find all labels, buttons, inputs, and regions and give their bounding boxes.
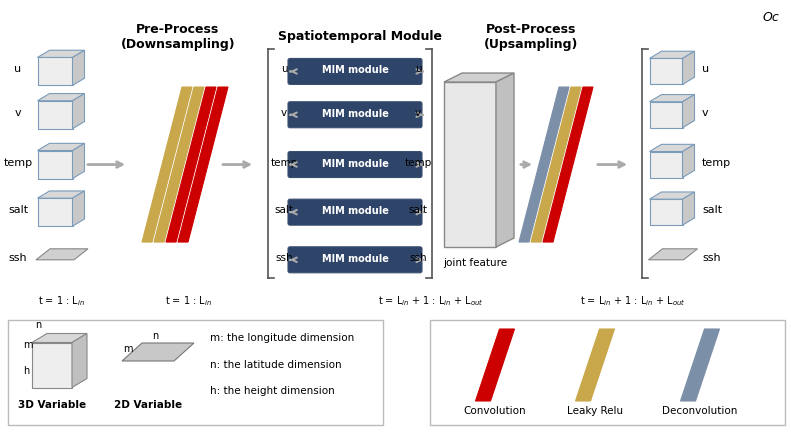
Polygon shape [649, 94, 694, 102]
Text: m: m [123, 344, 133, 354]
Polygon shape [73, 50, 85, 85]
Polygon shape [73, 191, 85, 226]
Text: MIM module: MIM module [322, 158, 388, 168]
Polygon shape [649, 192, 694, 199]
Text: h: the height dimension: h: the height dimension [210, 386, 335, 396]
Text: salt: salt [8, 205, 28, 215]
Text: m: the longitude dimension: m: the longitude dimension [210, 333, 354, 343]
Polygon shape [680, 329, 720, 401]
Polygon shape [142, 87, 192, 242]
Text: u: u [414, 65, 422, 74]
Polygon shape [444, 82, 496, 247]
Text: MIM module: MIM module [322, 65, 388, 75]
Text: MIM module: MIM module [322, 109, 388, 119]
Polygon shape [37, 143, 85, 151]
Text: n: n [152, 331, 158, 341]
Text: MIM module: MIM module [322, 206, 388, 216]
Polygon shape [154, 87, 204, 242]
Polygon shape [122, 343, 194, 361]
Polygon shape [683, 192, 694, 225]
Text: ssh: ssh [275, 253, 293, 263]
Text: 2D Variable: 2D Variable [114, 400, 182, 410]
Text: Convolution: Convolution [464, 406, 526, 416]
Text: Deconvolution: Deconvolution [662, 406, 738, 416]
Text: ssh: ssh [409, 253, 427, 263]
Text: m: m [23, 340, 32, 350]
FancyBboxPatch shape [288, 102, 422, 128]
Text: temp: temp [3, 158, 32, 168]
Polygon shape [649, 51, 694, 58]
Text: salt: salt [274, 205, 293, 215]
Polygon shape [37, 101, 73, 129]
Polygon shape [683, 94, 694, 128]
Polygon shape [73, 143, 85, 178]
Text: v: v [702, 108, 709, 118]
Polygon shape [36, 249, 88, 260]
Polygon shape [73, 94, 85, 129]
Text: h: h [23, 366, 29, 376]
Text: t = L$_{in}$ + 1 : L$_{in}$ + L$_{out}$: t = L$_{in}$ + 1 : L$_{in}$ + L$_{out}$ [580, 294, 686, 308]
Polygon shape [178, 87, 228, 242]
Text: v: v [281, 108, 287, 118]
Text: u: u [281, 65, 287, 74]
Polygon shape [649, 144, 694, 152]
Polygon shape [166, 87, 216, 242]
Text: n: the latitude dimension: n: the latitude dimension [210, 360, 342, 370]
Polygon shape [543, 87, 593, 242]
Text: t = 1 : L$_{in}$: t = 1 : L$_{in}$ [38, 294, 85, 308]
FancyBboxPatch shape [430, 320, 785, 425]
Text: temp: temp [702, 158, 731, 168]
Polygon shape [649, 199, 683, 225]
Polygon shape [649, 102, 683, 128]
Polygon shape [32, 343, 72, 388]
Text: n: n [35, 320, 41, 330]
Polygon shape [475, 329, 514, 401]
Polygon shape [37, 50, 85, 58]
Text: v: v [415, 108, 421, 118]
Text: u: u [702, 65, 709, 74]
Polygon shape [531, 87, 581, 242]
Text: salt: salt [408, 205, 427, 215]
Polygon shape [72, 333, 87, 388]
Polygon shape [649, 58, 683, 84]
Text: u: u [14, 65, 21, 74]
Text: Pre-Process
(Downsampling): Pre-Process (Downsampling) [121, 23, 235, 51]
Text: 3D Variable: 3D Variable [18, 400, 86, 410]
Polygon shape [649, 152, 683, 178]
Text: temp: temp [404, 158, 432, 168]
Text: Post-Process
(Upsampling): Post-Process (Upsampling) [484, 23, 579, 51]
FancyBboxPatch shape [288, 152, 422, 178]
Text: MIM module: MIM module [322, 254, 388, 264]
Text: ssh: ssh [9, 253, 28, 263]
Polygon shape [683, 144, 694, 178]
Text: joint feature: joint feature [443, 258, 507, 268]
Polygon shape [37, 94, 85, 101]
Polygon shape [37, 151, 73, 178]
Polygon shape [649, 249, 698, 260]
Polygon shape [496, 73, 514, 247]
Polygon shape [37, 191, 85, 198]
Text: t = L$_{in}$ + 1 : L$_{in}$ + L$_{out}$: t = L$_{in}$ + 1 : L$_{in}$ + L$_{out}$ [378, 294, 484, 308]
Text: Oc: Oc [763, 11, 780, 24]
FancyBboxPatch shape [288, 247, 422, 273]
Polygon shape [37, 198, 73, 226]
FancyBboxPatch shape [288, 199, 422, 225]
Text: Spatiotemporal Module: Spatiotemporal Module [278, 30, 442, 43]
Polygon shape [444, 73, 514, 82]
Text: ssh: ssh [702, 253, 721, 263]
Polygon shape [519, 87, 569, 242]
Polygon shape [37, 58, 73, 85]
Text: temp: temp [271, 158, 297, 168]
FancyBboxPatch shape [288, 58, 422, 84]
Text: Leaky Relu: Leaky Relu [567, 406, 623, 416]
FancyBboxPatch shape [8, 320, 383, 425]
Text: v: v [15, 108, 21, 118]
Text: salt: salt [702, 205, 722, 215]
Polygon shape [32, 333, 87, 343]
Polygon shape [683, 51, 694, 84]
Text: t = 1 : L$_{in}$: t = 1 : L$_{in}$ [165, 294, 212, 308]
Polygon shape [576, 329, 615, 401]
